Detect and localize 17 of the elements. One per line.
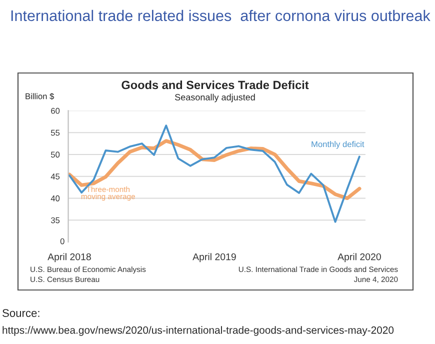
x-tick-label: April 2019 (192, 253, 236, 262)
source-note: Source: (2, 309, 40, 317)
y-tick-label: 45 (50, 174, 60, 180)
y-tick-label: 40 (50, 195, 60, 202)
chart-title: Goods and Services Trade Deficit (122, 80, 309, 90)
x-tick-label: April 2018 (48, 253, 91, 262)
y-tick-label: 55 (50, 130, 60, 136)
text: 0 (60, 238, 64, 244)
text: https://www.bea.gov/news/2020/us-international-trade-goods-and-services-may-2020 (2, 326, 394, 336)
series-label: Monthly deficit (312, 141, 364, 149)
y-tick-label: 35 (50, 217, 60, 224)
chart-subtitle: Seasonally adjusted (175, 94, 255, 102)
text: International trade related issues after cornona virus outbreak (11, 10, 430, 22)
y-axis-title: Billion $ (26, 92, 54, 100)
y-tick-label: 50 (50, 152, 60, 158)
x-tick-label: April 2020 (338, 253, 381, 262)
y-tick-label: 60 (51, 108, 60, 114)
